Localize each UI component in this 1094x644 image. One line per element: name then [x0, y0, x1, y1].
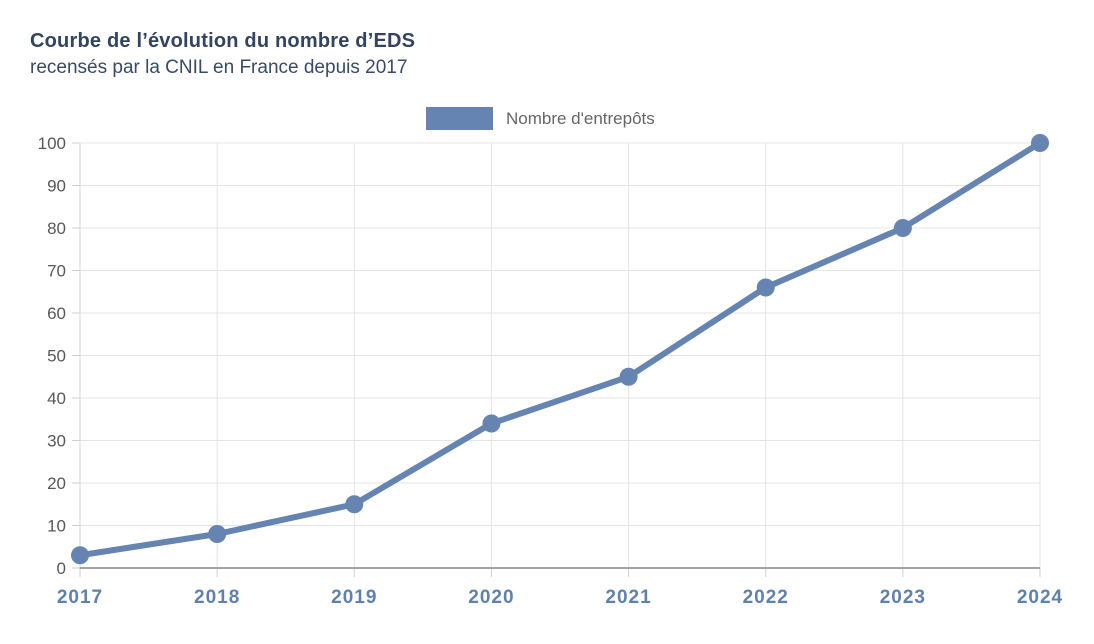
data-point-2023	[893, 219, 912, 237]
y-tick-label-90: 90	[47, 177, 66, 196]
x-tick-label-2022: 2022	[743, 587, 789, 608]
series-line	[77, 140, 1043, 559]
x-tick-label-2021: 2021	[605, 587, 651, 608]
y-tick-label-20: 20	[47, 474, 66, 493]
y-tick-label-60: 60	[47, 304, 66, 323]
x-tick-label-2018: 2018	[194, 587, 240, 608]
chart-header: Courbe de l’évolution du nombre d’EDS re…	[30, 28, 415, 81]
data-point-2024	[1031, 134, 1049, 152]
legend-swatch	[426, 107, 493, 130]
data-point-2018	[208, 525, 227, 543]
y-tick-label-10: 10	[47, 517, 66, 536]
x-tick-label-2019: 2019	[331, 587, 377, 608]
y-tick-label-50: 50	[47, 347, 66, 366]
chart-title: Courbe de l’évolution du nombre d’EDS	[30, 30, 416, 52]
legend-label: Nombre d'entrepôts	[506, 109, 655, 128]
data-point-2020	[482, 414, 501, 433]
x-tick-label-2023: 2023	[880, 587, 926, 608]
x-tick-label-2017: 2017	[57, 587, 103, 608]
data-point-2022	[756, 278, 775, 297]
data-point-2017	[71, 546, 89, 565]
y-tick-label-30: 30	[47, 432, 66, 451]
legend: Nombre d'entrepôts	[426, 107, 655, 130]
x-tick-label-2024: 2024	[1017, 587, 1063, 608]
data-point-2019	[345, 495, 364, 514]
y-tick-label-40: 40	[47, 389, 66, 408]
data-point-2021	[619, 367, 638, 386]
y-tick-label-70: 70	[47, 262, 66, 281]
y-tick-label-80: 80	[47, 219, 66, 238]
chart-subtitle: recensés par la CNIL en France depuis 20…	[30, 57, 408, 78]
y-tick-label-0: 0	[57, 559, 66, 578]
y-tick-label-100: 100	[38, 134, 66, 153]
x-tick-label-2020: 2020	[468, 587, 514, 608]
